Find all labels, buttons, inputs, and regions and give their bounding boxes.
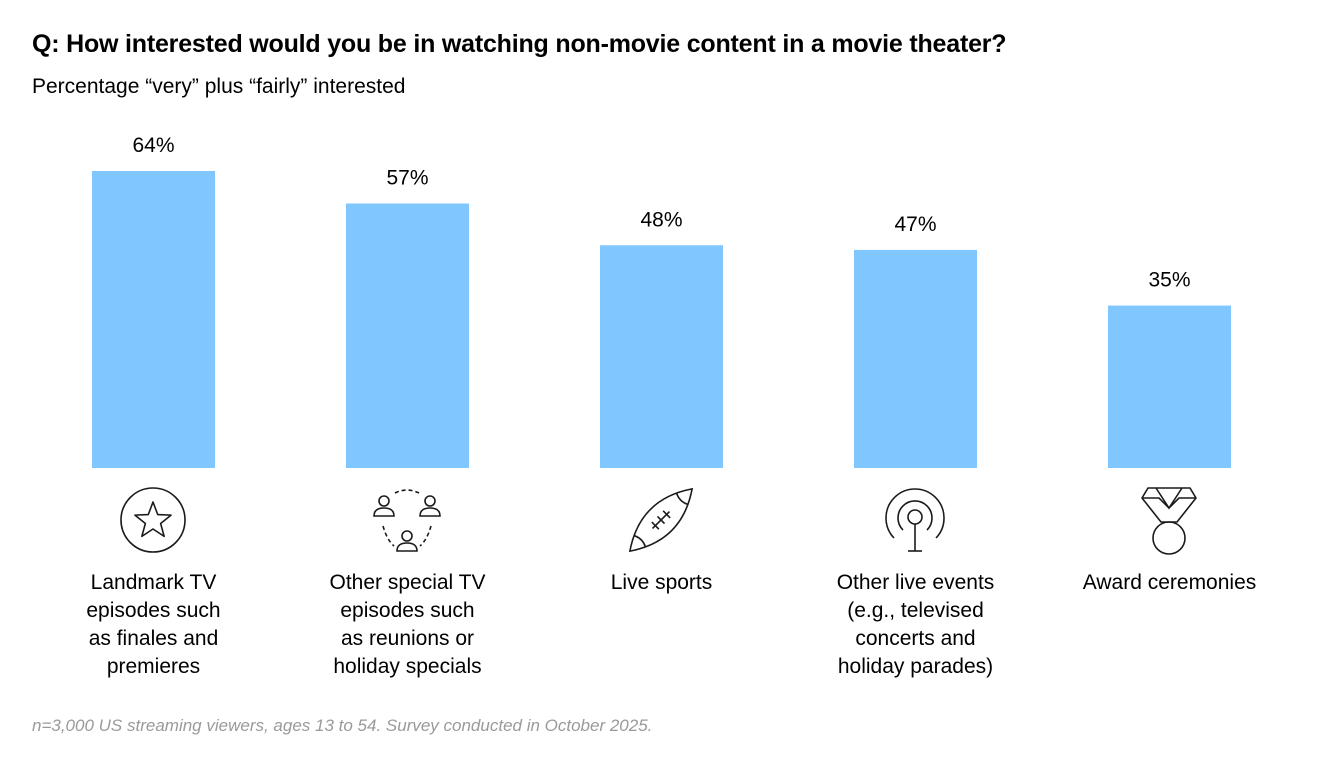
value-label-3: 48% bbox=[640, 208, 682, 231]
category-label-line: Other special TV bbox=[329, 571, 485, 594]
category-label-line: (e.g., televised bbox=[847, 599, 984, 622]
value-label-5: 35% bbox=[1148, 269, 1190, 292]
category-label-line: as reunions or bbox=[341, 627, 474, 650]
category-label-4: Other live events (e.g., televised concert… bbox=[837, 571, 995, 678]
category-label-line: premieres bbox=[107, 655, 200, 678]
broadcast-icon bbox=[885, 488, 945, 552]
category-label-line: holiday specials bbox=[333, 655, 481, 678]
category-label-line: Live sports bbox=[611, 571, 713, 594]
bar-5 bbox=[1108, 305, 1231, 468]
value-label-4: 47% bbox=[894, 213, 936, 236]
bar-3 bbox=[600, 245, 723, 468]
category-label-line: Other live events bbox=[837, 571, 995, 594]
category-label-line: holiday parades) bbox=[838, 655, 993, 678]
star-icon bbox=[120, 487, 186, 553]
chart-subtitle: Percentage “very” plus “fairly” interest… bbox=[32, 75, 406, 98]
bar-1 bbox=[92, 171, 215, 468]
bar-2 bbox=[346, 203, 469, 468]
category-label-5: Award ceremonies bbox=[1083, 571, 1257, 594]
category-label-line: episodes such bbox=[340, 599, 474, 622]
chart-footnote: n=3,000 US streaming viewers, ages 13 to… bbox=[32, 716, 653, 735]
category-label-line: as finales and bbox=[89, 627, 219, 650]
value-label-1: 64% bbox=[132, 134, 174, 157]
category-label-2: Other special TV episodes such as reunions… bbox=[329, 571, 485, 678]
category-label-line: episodes such bbox=[86, 599, 220, 622]
bar-4 bbox=[854, 249, 977, 468]
football-icon bbox=[628, 487, 694, 553]
medal-icon bbox=[1141, 487, 1197, 555]
category-label-1: Landmark TV episodes such as finales and pr… bbox=[86, 571, 220, 678]
category-label-3: Live sports bbox=[611, 571, 713, 594]
value-label-2: 57% bbox=[386, 166, 428, 189]
chart-title: Q: How interested would you be in watchi… bbox=[32, 30, 1007, 58]
people-icon bbox=[373, 489, 441, 552]
category-label-line: Landmark TV bbox=[91, 571, 217, 594]
category-label-line: concerts and bbox=[855, 627, 975, 650]
category-label-line: Award ceremonies bbox=[1083, 571, 1257, 594]
